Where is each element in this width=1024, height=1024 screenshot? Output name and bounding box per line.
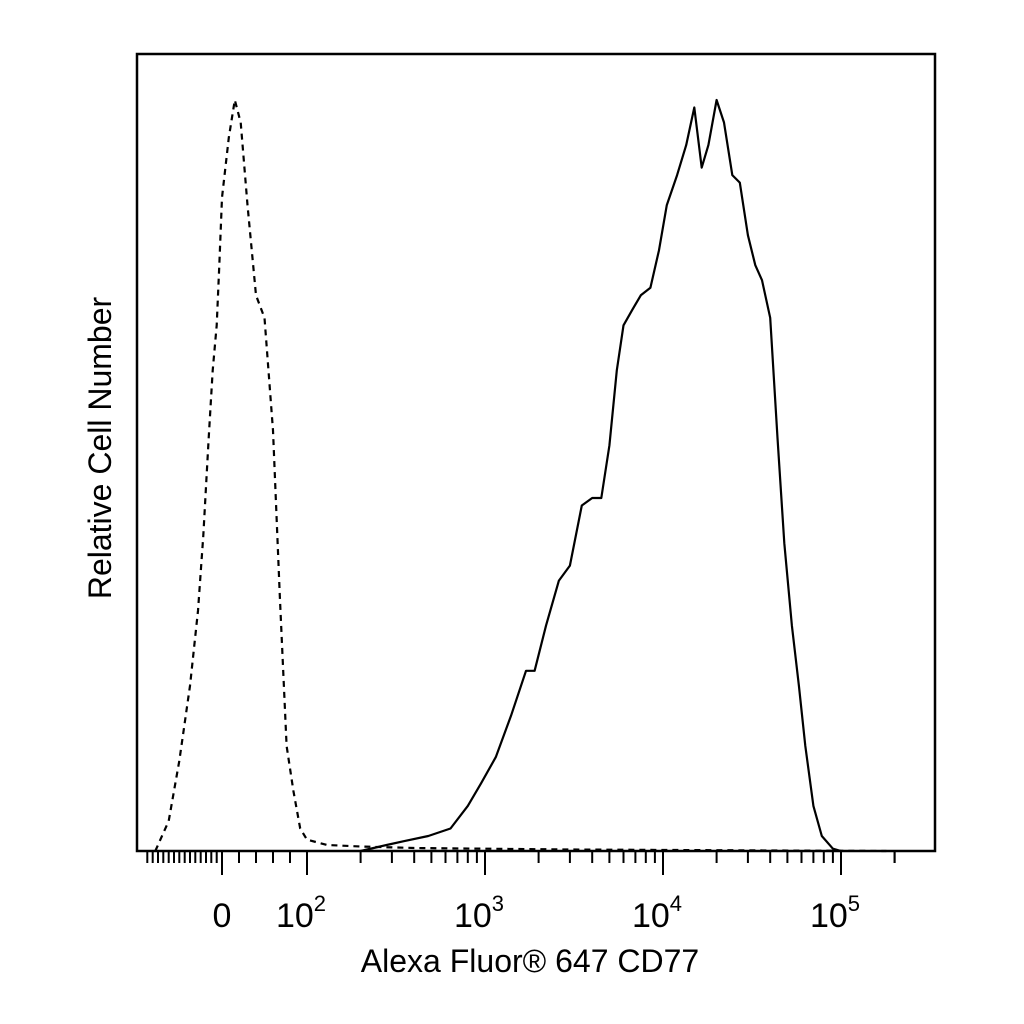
x-axis-tick-labels: 0 102 103 104 105	[213, 891, 861, 935]
x-tick-label: 102	[276, 891, 326, 935]
x-tick-label: 0	[213, 897, 232, 935]
series-line-solid	[360, 98, 842, 853]
x-tick-label: 105	[810, 891, 860, 935]
plot-frame	[135, 52, 937, 853]
series-layer	[154, 98, 887, 853]
x-tick-label: 104	[632, 891, 682, 935]
y-axis-title: Relative Cell Number	[82, 296, 118, 599]
x-axis-title: Alexa Fluor® 647 CD77	[361, 943, 699, 979]
x-tick-label: 103	[454, 891, 504, 935]
series-line-dashed	[154, 98, 887, 853]
x-axis-ticks	[146, 851, 896, 875]
